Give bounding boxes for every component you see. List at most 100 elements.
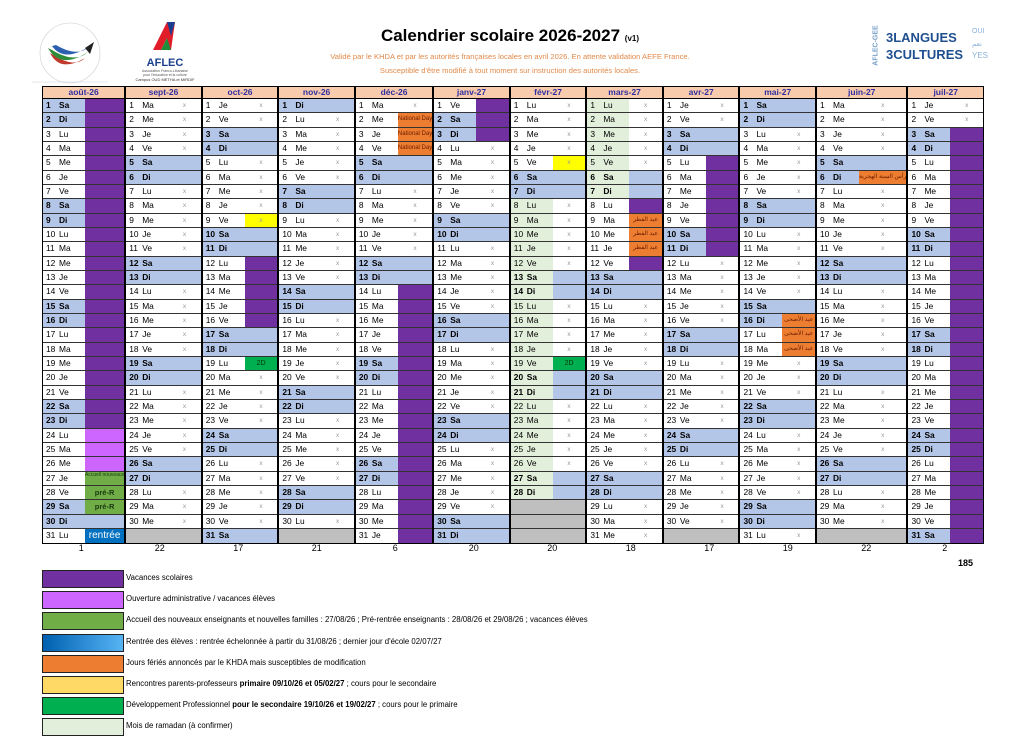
weekday-label: Di — [924, 243, 933, 254]
weekday-label: Sa — [371, 257, 383, 268]
day-row: 8 Lu x — [510, 199, 586, 214]
day-number: 17 — [743, 329, 753, 340]
day-number: 27 — [513, 472, 524, 483]
day-cell: 5 Lu — [663, 156, 706, 170]
weekday-label: Me — [142, 214, 154, 225]
day-mark — [859, 471, 907, 485]
day-cell: 15 Di — [279, 299, 322, 313]
school-day-mark: x — [335, 245, 340, 253]
weekday-label: Lu — [450, 343, 460, 354]
day-row: 11 Lu x — [434, 242, 509, 257]
day-mark — [629, 471, 662, 485]
weekday-label: Ve — [924, 415, 935, 426]
day-number: 23 — [437, 415, 447, 426]
weekday-label: Ve — [603, 157, 614, 168]
weekday-label: Lu — [526, 100, 537, 110]
day-row: 11 Di — [663, 242, 739, 257]
legend-rest: ; cours pour le primaire — [375, 700, 458, 710]
school-day-mark: x — [881, 245, 885, 253]
legend-text: Développement Professionnel pour le seco… — [124, 697, 458, 713]
school-day-mark: x — [259, 116, 263, 124]
school-day-mark: x — [881, 216, 885, 224]
day-row: 16 Me x — [817, 313, 907, 329]
day-number: 1 — [46, 100, 51, 110]
school-day-mark: x — [259, 374, 263, 382]
day-row: 29 Ma x — [126, 500, 201, 515]
day-number: 5 — [437, 157, 442, 168]
legend-label: Jours fériés annoncés par le KHDA mais s… — [126, 657, 366, 667]
weekday-label: Lu — [450, 243, 460, 254]
day-row: 23 Lu x — [279, 414, 354, 429]
day-mark — [782, 414, 815, 428]
day-cell: 24 Me — [587, 428, 630, 442]
day-number: 29 — [743, 501, 753, 512]
day-number: 5 — [590, 157, 595, 168]
day-cell: 11 Di — [908, 242, 951, 256]
day-row: 5 Sa — [817, 156, 907, 171]
weekday-label: Sa — [142, 157, 153, 168]
event-vac — [397, 442, 433, 457]
day-row: 14 Je x — [434, 285, 509, 300]
school-day-mark: x — [643, 445, 648, 453]
day-cell: 3 Di — [434, 127, 477, 141]
day-cell: 6 Ma — [202, 170, 245, 184]
day-number: 11 — [513, 243, 523, 254]
day-number: 3 — [513, 128, 519, 139]
day-number: 18 — [282, 343, 292, 354]
school-day-mark: x — [720, 460, 724, 468]
day-row: 13 Ve x — [279, 270, 354, 286]
day-cell: 23 Me — [817, 414, 859, 428]
weekday-label: Lu — [924, 257, 934, 268]
day-number: 14 — [358, 286, 369, 297]
day-number: 30 — [590, 515, 600, 526]
day-row: 13 Di — [817, 270, 907, 286]
weekday-label: Ma — [924, 372, 937, 383]
weekday-label: Ve — [450, 501, 460, 512]
school-day-mark: x — [881, 316, 885, 324]
day-mark — [244, 242, 278, 256]
weekday-label: Di — [59, 314, 68, 325]
weekday-label: Me — [526, 429, 539, 440]
day-number: 19 — [820, 357, 830, 368]
event-vac — [950, 213, 983, 227]
day-mark — [168, 256, 201, 270]
weekday-label: Ma — [59, 343, 71, 354]
day-row: 26 Lu x — [202, 457, 278, 472]
month-header: févr-27 — [510, 87, 586, 99]
day-row: 13 Ma — [202, 270, 278, 286]
weekday-label: Ma — [679, 171, 692, 182]
weekday-label: Ma — [603, 214, 615, 225]
day-number: 1 — [358, 100, 364, 110]
day-number: 17 — [666, 329, 677, 340]
weekday-label: Lu — [756, 429, 766, 440]
weekday-label: Lu — [142, 486, 152, 497]
day-cell: 31 Je — [355, 528, 398, 544]
day-cell: 30 Di — [43, 514, 85, 528]
version-label: (v1) — [624, 34, 640, 43]
day-row: 5 Sa — [126, 156, 201, 171]
day-cell: 29 Ma — [126, 500, 169, 514]
school-day-mark: x — [413, 230, 417, 238]
month-header: mai-27 — [740, 87, 815, 99]
day-mark — [705, 428, 739, 442]
day-cell: 17 Lu — [740, 328, 783, 342]
day-cell: 28 Di — [510, 485, 553, 500]
weekday-label: Ve — [756, 286, 767, 297]
school-day-mark: x — [567, 245, 571, 253]
day-row: 14 Ve — [43, 285, 125, 300]
day-number: 23 — [205, 415, 216, 426]
day-number: 3 — [911, 128, 917, 139]
event-vac — [85, 184, 125, 199]
day-row: 4 Je x — [510, 141, 586, 157]
day-cell: 18 Lu — [434, 342, 477, 356]
day-number: 29 — [46, 501, 56, 512]
day-cell: 2 Ve — [202, 113, 245, 127]
day-row: 2 Di — [740, 113, 815, 128]
day-number: 28 — [282, 486, 292, 497]
day-cell: 27 Me — [434, 471, 477, 485]
day-cell: 20 Ma — [202, 371, 245, 385]
event-vac — [705, 170, 739, 184]
event-vac — [476, 127, 509, 141]
weekday-label: Di — [142, 472, 151, 483]
day-mark — [552, 270, 586, 285]
